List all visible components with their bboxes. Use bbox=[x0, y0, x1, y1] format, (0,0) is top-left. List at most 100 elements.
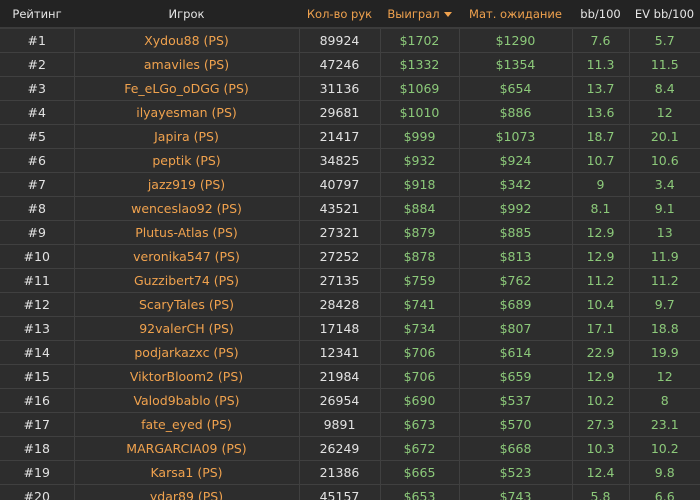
player-link[interactable]: Fe_eLGo_oDGG (PS) bbox=[73, 76, 300, 101]
bb100-cell: 12.4 bbox=[571, 460, 630, 485]
player-link[interactable]: MARGARCIA09 (PS) bbox=[73, 436, 300, 461]
player-link[interactable]: ViktorBloom2 (PS) bbox=[73, 364, 300, 389]
ev-cell: $762 bbox=[458, 268, 573, 293]
player-link[interactable]: wenceslao92 (PS) bbox=[73, 196, 300, 221]
won-cell: $1010 bbox=[379, 100, 460, 125]
rank-cell: #1 bbox=[0, 28, 75, 53]
evbb100-cell: 12 bbox=[628, 100, 700, 125]
hands-cell: 45157 bbox=[298, 484, 381, 500]
player-link[interactable]: Japira (PS) bbox=[73, 124, 300, 149]
won-cell: $878 bbox=[379, 244, 460, 269]
player-link[interactable]: fate_eyed (PS) bbox=[73, 412, 300, 437]
won-cell: $759 bbox=[379, 268, 460, 293]
header-player: Игрок bbox=[74, 0, 299, 29]
bb100-cell: 12.9 bbox=[571, 244, 630, 269]
player-link[interactable]: amaviles (PS) bbox=[73, 52, 300, 77]
hands-cell: 47246 bbox=[298, 52, 381, 77]
hands-cell: 27321 bbox=[298, 220, 381, 245]
header-hands[interactable]: Кол-во рук bbox=[299, 0, 380, 29]
player-link[interactable]: 92valerCH (PS) bbox=[73, 316, 300, 341]
hands-cell: 9891 bbox=[298, 412, 381, 437]
caret-down-icon bbox=[443, 11, 452, 17]
hands-cell: 31136 bbox=[298, 76, 381, 101]
rank-cell: #19 bbox=[0, 460, 75, 485]
evbb100-cell: 12 bbox=[628, 364, 700, 389]
hands-cell: 43521 bbox=[298, 196, 381, 221]
rank-cell: #14 bbox=[0, 340, 75, 365]
table-row: #1 Xydou88 (PS) 89924 $1702 $1290 7.6 5.7 bbox=[0, 28, 700, 53]
hands-cell: 21984 bbox=[298, 364, 381, 389]
ev-cell: $886 bbox=[458, 100, 573, 125]
hands-cell: 89924 bbox=[298, 28, 381, 53]
evbb100-cell: 13 bbox=[628, 220, 700, 245]
player-link[interactable]: veronika547 (PS) bbox=[73, 244, 300, 269]
rank-cell: #7 bbox=[0, 172, 75, 197]
table-row: #11 Guzzibert74 (PS) 27135 $759 $762 11.2 11.2 bbox=[0, 268, 700, 293]
evbb100-cell: 23.1 bbox=[628, 412, 700, 437]
ev-cell: $570 bbox=[458, 412, 573, 437]
won-cell: $884 bbox=[379, 196, 460, 221]
bb100-cell: 8.1 bbox=[571, 196, 630, 221]
rank-cell: #16 bbox=[0, 388, 75, 413]
table-row: #4 ilyayesman (PS) 29681 $1010 $886 13.6 12 bbox=[0, 100, 700, 125]
rank-cell: #15 bbox=[0, 364, 75, 389]
rank-cell: #12 bbox=[0, 292, 75, 317]
rank-cell: #6 bbox=[0, 148, 75, 173]
table-row: #18 MARGARCIA09 (PS) 26249 $672 $668 10.3 10.2 bbox=[0, 436, 700, 461]
ev-cell: $659 bbox=[458, 364, 573, 389]
ev-cell: $523 bbox=[458, 460, 573, 485]
rank-cell: #9 bbox=[0, 220, 75, 245]
bb100-cell: 12.9 bbox=[571, 220, 630, 245]
evbb100-cell: 8.4 bbox=[628, 76, 700, 101]
evbb100-cell: 19.9 bbox=[628, 340, 700, 365]
evbb100-cell: 11.2 bbox=[628, 268, 700, 293]
bb100-cell: 22.9 bbox=[571, 340, 630, 365]
ev-cell: $885 bbox=[458, 220, 573, 245]
hands-cell: 26249 bbox=[298, 436, 381, 461]
hands-cell: 28428 bbox=[298, 292, 381, 317]
header-bb100: bb/100 bbox=[572, 0, 629, 29]
header-rank: Рейтинг bbox=[0, 0, 74, 29]
hands-cell: 34825 bbox=[298, 148, 381, 173]
header-ev[interactable]: Мат. ожидание bbox=[459, 0, 572, 29]
ev-cell: $1073 bbox=[458, 124, 573, 149]
player-link[interactable]: Karsa1 (PS) bbox=[73, 460, 300, 485]
player-link[interactable]: peptik (PS) bbox=[73, 148, 300, 173]
ev-cell: $743 bbox=[458, 484, 573, 500]
player-link[interactable]: ydar89 (PS) bbox=[73, 484, 300, 500]
bb100-cell: 7.6 bbox=[571, 28, 630, 53]
player-link[interactable]: Xydou88 (PS) bbox=[73, 28, 300, 53]
won-cell: $690 bbox=[379, 388, 460, 413]
evbb100-cell: 9.8 bbox=[628, 460, 700, 485]
ev-cell: $1354 bbox=[458, 52, 573, 77]
player-link[interactable]: jazz919 (PS) bbox=[73, 172, 300, 197]
rank-cell: #5 bbox=[0, 124, 75, 149]
hands-cell: 17148 bbox=[298, 316, 381, 341]
won-cell: $932 bbox=[379, 148, 460, 173]
player-link[interactable]: Plutus-Atlas (PS) bbox=[73, 220, 300, 245]
bb100-cell: 13.7 bbox=[571, 76, 630, 101]
player-link[interactable]: Valod9bablo (PS) bbox=[73, 388, 300, 413]
ev-cell: $342 bbox=[458, 172, 573, 197]
player-link[interactable]: ScaryTales (PS) bbox=[73, 292, 300, 317]
evbb100-cell: 6.6 bbox=[628, 484, 700, 500]
rank-cell: #3 bbox=[0, 76, 75, 101]
hands-cell: 27135 bbox=[298, 268, 381, 293]
evbb100-cell: 10.6 bbox=[628, 148, 700, 173]
player-link[interactable]: Guzzibert74 (PS) bbox=[73, 268, 300, 293]
won-cell: $1702 bbox=[379, 28, 460, 53]
header-won[interactable]: Выиграл bbox=[380, 0, 459, 29]
evbb100-cell: 20.1 bbox=[628, 124, 700, 149]
bb100-cell: 13.6 bbox=[571, 100, 630, 125]
rank-cell: #13 bbox=[0, 316, 75, 341]
player-link[interactable]: ilyayesman (PS) bbox=[73, 100, 300, 125]
won-cell: $706 bbox=[379, 364, 460, 389]
bb100-cell: 10.4 bbox=[571, 292, 630, 317]
won-cell: $734 bbox=[379, 316, 460, 341]
evbb100-cell: 18.8 bbox=[628, 316, 700, 341]
rank-cell: #18 bbox=[0, 436, 75, 461]
ev-cell: $668 bbox=[458, 436, 573, 461]
player-link[interactable]: podjarkazxc (PS) bbox=[73, 340, 300, 365]
header-row: Рейтинг Игрок Кол-во рук Выиграл Мат. ож… bbox=[0, 0, 700, 29]
